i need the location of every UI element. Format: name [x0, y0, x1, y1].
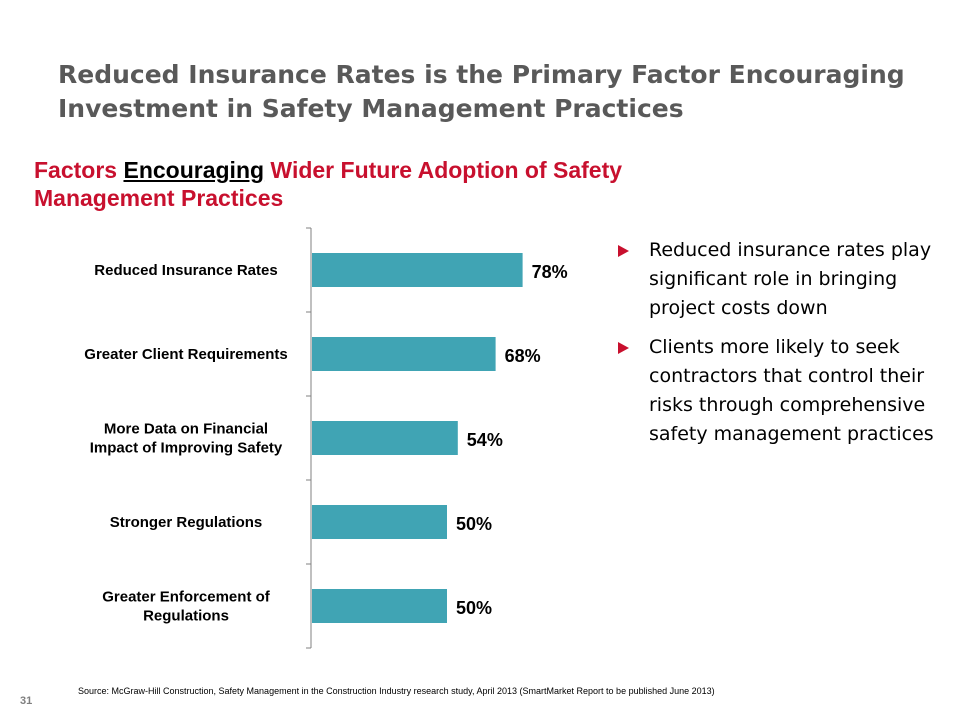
data-label: 50% [456, 598, 492, 618]
data-label: 54% [467, 430, 503, 450]
category-label: Impact of Improving Safety [90, 440, 283, 457]
bar [312, 505, 447, 539]
arrow-bullet-icon [618, 245, 629, 257]
data-label: 78% [532, 262, 568, 282]
bullet-text: Clients more likely to seek contractors … [649, 336, 934, 445]
data-label: 50% [456, 514, 492, 534]
slide-title: Reduced Insurance Rates is the Primary F… [58, 60, 905, 123]
bullet-item-clients: Clients more likely to seek contractors … [616, 333, 936, 449]
category-label: Greater Client Requirements [84, 346, 287, 363]
bullet-text: Reduced insurance rates play significant… [649, 239, 932, 319]
arrow-bullet-icon [618, 342, 629, 354]
category-label: More Data on Financial [104, 421, 268, 438]
bar [312, 253, 523, 287]
chart-title-part1: Factors [34, 157, 124, 183]
chart-title: Factors Encouraging Wider Future Adoptio… [34, 156, 624, 212]
category-label: Reduced Insurance Rates [94, 262, 277, 279]
category-label: Regulations [143, 608, 229, 625]
chart-title-part2: Wider Future Adoption of Safety Manageme… [34, 157, 623, 211]
category-label: Greater Enforcement of [102, 589, 271, 606]
bullet-list: Reduced insurance rates play significant… [616, 236, 936, 459]
chart-title-emphasis: Encouraging [123, 157, 265, 183]
bar [312, 421, 458, 455]
bullet-item-insurance: Reduced insurance rates play significant… [616, 236, 936, 323]
source-note: Source: McGraw-Hill Construction, Safety… [78, 686, 715, 696]
data-label: 68% [505, 346, 541, 366]
category-label: Stronger Regulations [110, 514, 263, 531]
page-number: 31 [20, 695, 33, 707]
bar [312, 589, 447, 623]
bar [312, 337, 496, 371]
